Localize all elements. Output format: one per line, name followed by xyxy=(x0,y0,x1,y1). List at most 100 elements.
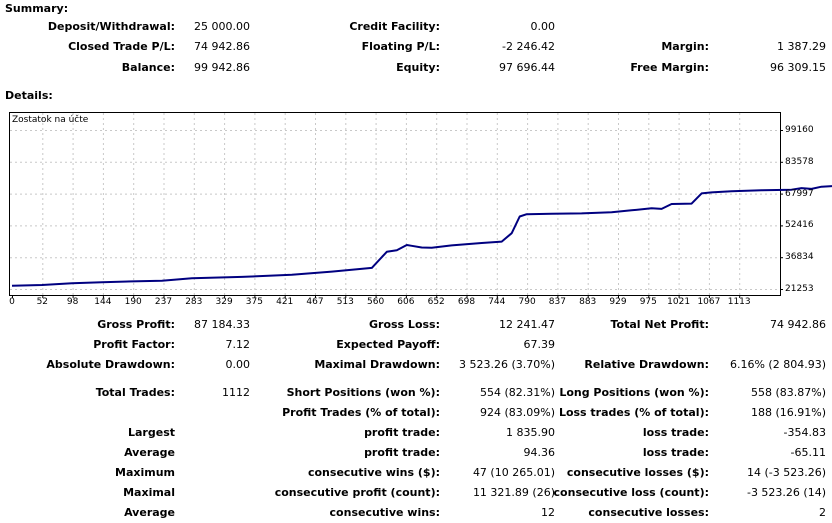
stat-label: Profit Trades (% of total): xyxy=(282,406,440,419)
stat-label: Total Net Profit: xyxy=(610,318,710,331)
stat-value: 94.36 xyxy=(523,446,556,459)
x-tick-label: 52 xyxy=(36,297,49,307)
stat-value: -2 246.42 xyxy=(502,40,555,53)
chart-title: Zostatok na účte xyxy=(12,115,89,125)
x-tick-label: 421 xyxy=(276,297,294,307)
stat-value: 97 696.44 xyxy=(499,61,555,74)
stat-value: 924 (83.09%) xyxy=(479,406,555,419)
stat-label: Maximal Drawdown: xyxy=(314,358,440,371)
x-tick-label: 790 xyxy=(518,297,536,307)
stat-label: Floating P/L: xyxy=(361,40,440,53)
stat-label: loss trade: xyxy=(642,426,709,439)
x-tick-label: 467 xyxy=(306,297,324,307)
x-tick-label: 698 xyxy=(457,297,476,307)
summary-title: Summary: xyxy=(5,2,69,15)
x-tick-label: 837 xyxy=(548,297,566,307)
stat-value: 1112 xyxy=(222,386,250,399)
x-tick-label: 513 xyxy=(336,297,354,307)
stat-label: consecutive losses ($): xyxy=(566,466,709,479)
stat-label: Loss trades (% of total): xyxy=(558,406,709,419)
stat-label: consecutive wins ($): xyxy=(307,466,440,479)
stat-label: Short Positions (won %): xyxy=(286,386,440,399)
x-tick-label: 1067 xyxy=(697,297,721,307)
x-tick-label: 975 xyxy=(639,297,657,307)
x-tick-label: 652 xyxy=(427,297,445,307)
stat-value: 12 241.47 xyxy=(499,318,555,331)
x-tick-label: 929 xyxy=(609,297,627,307)
stat-value: 0.00 xyxy=(530,20,556,33)
x-tick-label: 190 xyxy=(124,297,142,307)
stat-label: Profit Factor: xyxy=(93,338,175,351)
stat-value: 12 xyxy=(541,506,555,519)
stat-value: 188 (16.91%) xyxy=(750,406,826,419)
stat-label: Deposit/Withdrawal: xyxy=(47,20,175,33)
stat-label: Gross Loss: xyxy=(369,318,440,331)
stat-value: 1 387.29 xyxy=(777,40,826,53)
y-tick-label: 99160 xyxy=(785,125,814,135)
stat-value: 99 942.86 xyxy=(194,61,250,74)
stat-value: 47 (10 265.01) xyxy=(472,466,555,479)
y-tick-label: 36834 xyxy=(785,252,814,263)
details-title: Details: xyxy=(5,89,53,102)
stat-value: 1 835.90 xyxy=(506,426,555,439)
y-tick-label: 52416 xyxy=(785,220,814,231)
balance-line xyxy=(11,185,832,287)
stat-value: 74 942.86 xyxy=(770,318,826,331)
stat-label: Gross Profit: xyxy=(97,318,175,331)
stat-value: 7.12 xyxy=(225,338,251,351)
stat-value: -354.83 xyxy=(783,426,826,439)
stat-value: -3 523.26 (14) xyxy=(746,486,826,499)
y-tick-label: 83578 xyxy=(785,156,814,167)
stat-value: 14 (-3 523.26) xyxy=(746,466,826,479)
x-tick-label: 1021 xyxy=(667,297,691,307)
stat-label: Average xyxy=(124,506,175,519)
x-tick-label: 283 xyxy=(185,297,203,307)
stat-label: Average xyxy=(124,446,175,459)
stat-value: 6.16% (2 804.93) xyxy=(729,358,826,371)
balance-chart: 99160 83578 67997 52416 36834 21253 0 52 98 144 19… xyxy=(9,112,832,308)
stat-label: Long Positions (won %): xyxy=(559,386,709,399)
stat-value: 96 309.15 xyxy=(770,61,826,74)
stat-label: loss trade: xyxy=(642,446,709,459)
stat-label: consecutive profit (count): xyxy=(274,486,440,499)
stat-value: 11 321.89 (26) xyxy=(472,486,555,499)
stat-label: Total Trades: xyxy=(95,386,175,399)
stat-value: 74 942.86 xyxy=(194,40,250,53)
stat-label: Absolute Drawdown: xyxy=(46,358,175,371)
x-tick-label: 237 xyxy=(154,297,173,307)
stat-label: Equity: xyxy=(396,61,440,74)
x-tick-label: 1113 xyxy=(727,297,751,307)
stat-label: profit trade: xyxy=(364,426,440,439)
y-tick-label: 67997 xyxy=(785,188,814,199)
stat-label: Free Margin: xyxy=(630,61,709,74)
stat-label: Closed Trade P/L: xyxy=(68,40,175,53)
x-tick-label: 144 xyxy=(94,297,112,307)
stat-label: Credit Facility: xyxy=(349,20,440,33)
x-tick-label: 883 xyxy=(579,297,597,307)
x-tick-label: 0 xyxy=(9,297,15,307)
stat-label: Maximal xyxy=(123,486,175,499)
stat-label: Maximum xyxy=(115,466,175,479)
x-tick-label: 744 xyxy=(488,297,506,307)
stat-value: 3 523.26 (3.70%) xyxy=(458,358,555,371)
stat-value: 67.39 xyxy=(523,338,556,351)
y-tick-label: 21253 xyxy=(785,284,814,294)
stat-label: Balance: xyxy=(121,61,175,74)
stat-label: consecutive loss (count): xyxy=(553,486,709,499)
x-tick-label: 375 xyxy=(245,297,263,307)
x-tick-label: 329 xyxy=(215,297,233,307)
balance-chart-plot xyxy=(9,112,832,298)
stat-value: 558 (83.87%) xyxy=(750,386,826,399)
stat-label: consecutive losses: xyxy=(588,506,709,519)
stat-value: 25 000.00 xyxy=(194,20,250,33)
x-tick-label: 606 xyxy=(397,297,415,307)
stat-label: profit trade: xyxy=(364,446,440,459)
stat-label: consecutive wins: xyxy=(329,506,440,519)
stat-label: Relative Drawdown: xyxy=(584,358,709,371)
stat-value: 2 xyxy=(819,506,826,519)
chart-frame xyxy=(9,112,781,296)
x-tick-label: 98 xyxy=(66,297,79,307)
stat-value: 0.00 xyxy=(225,358,251,371)
stat-label: Largest xyxy=(128,426,175,439)
stat-label: Expected Payoff: xyxy=(336,338,440,351)
